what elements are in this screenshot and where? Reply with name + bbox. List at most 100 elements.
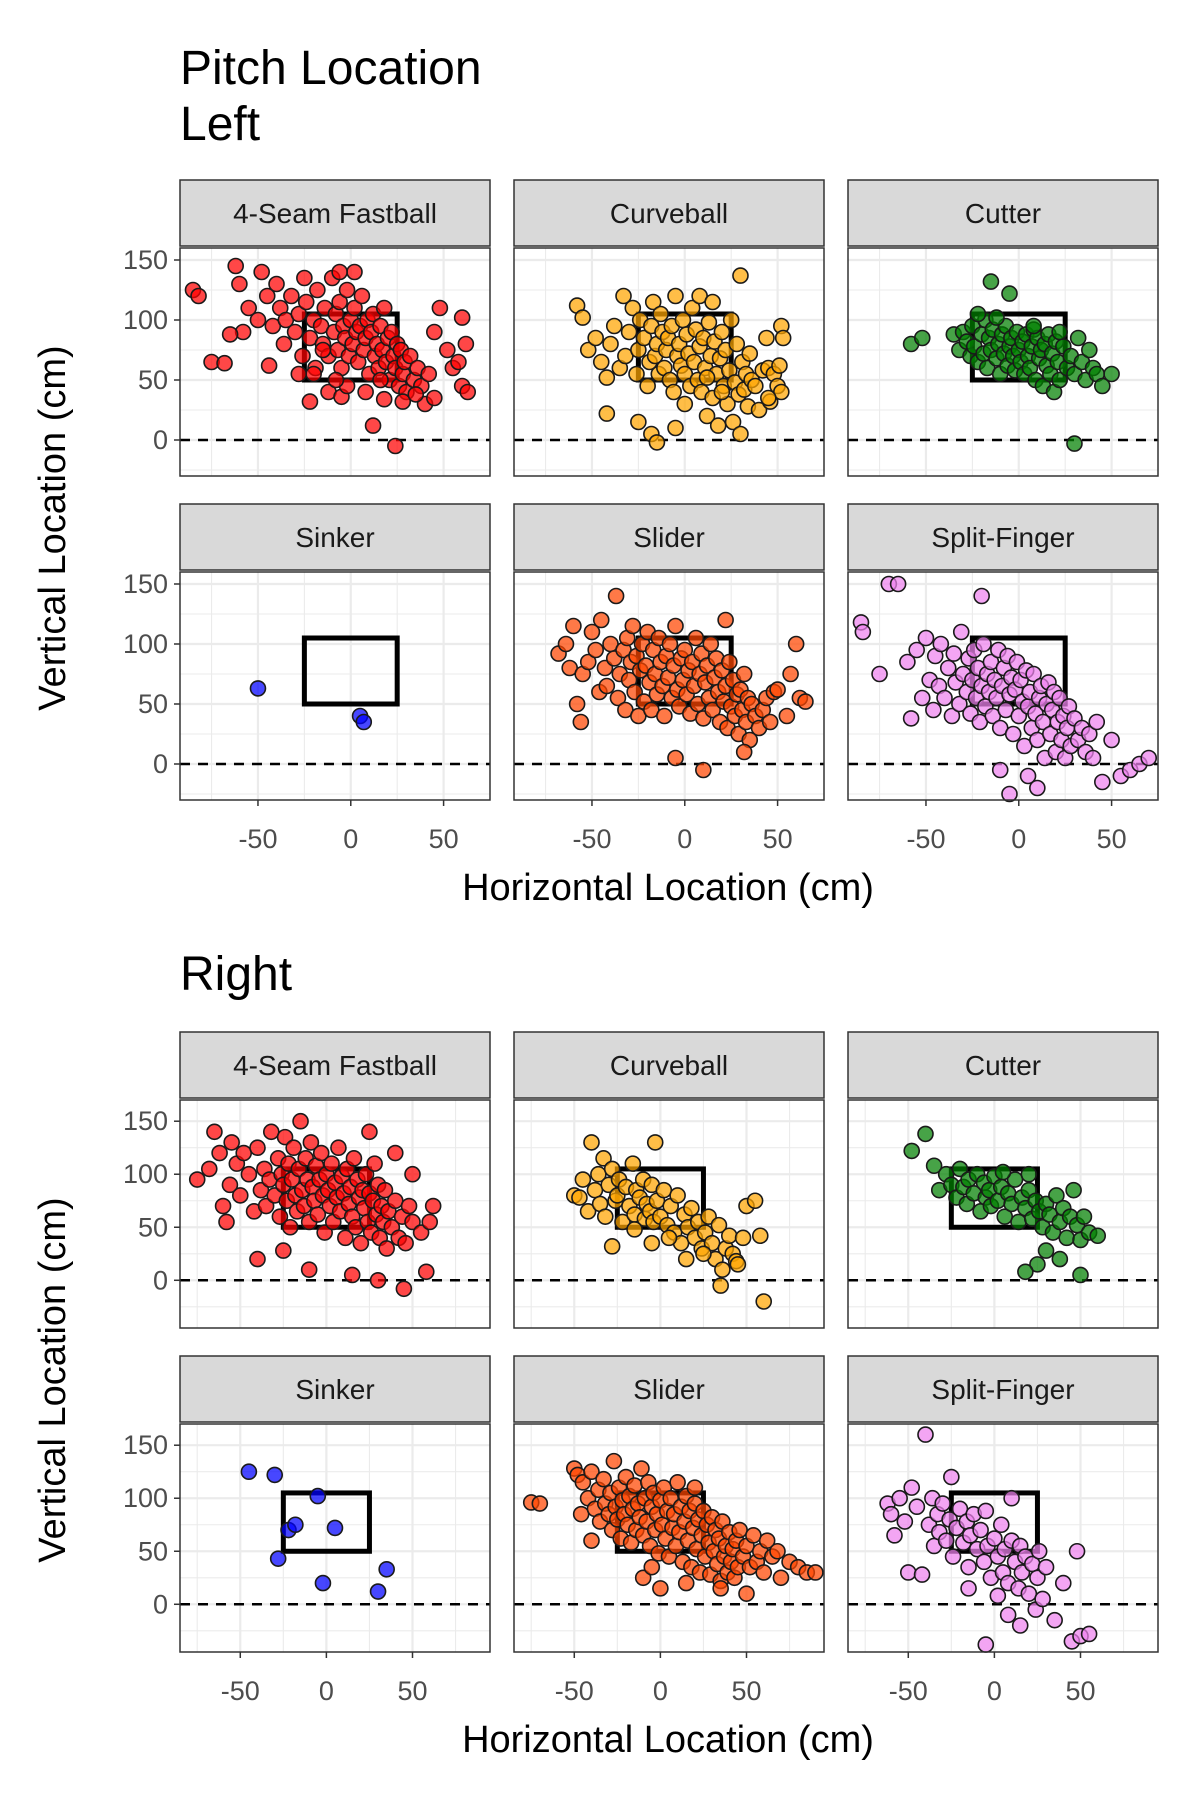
x-tick-label: -50 [572, 824, 611, 854]
pitch-point [357, 1165, 375, 1183]
pitch-point [266, 1466, 284, 1484]
pitch-point [249, 680, 267, 697]
pitch-point [738, 1585, 755, 1602]
pitch-point [951, 695, 968, 713]
pitch-point [375, 299, 393, 317]
pitch-point [903, 1142, 921, 1160]
pitch-point [565, 617, 582, 635]
pitch-point [1103, 731, 1120, 749]
pitch-point [297, 293, 315, 311]
pitch-point [973, 587, 990, 605]
facet-panel: Slider -50 0 50 [513, 1355, 825, 1706]
pitch-point [1088, 713, 1106, 731]
pitch-point [294, 347, 311, 365]
pitch-point [586, 1181, 604, 1199]
pitch-point [686, 1479, 704, 1496]
pitch-point [807, 1564, 824, 1581]
pitch-point [1046, 1611, 1063, 1629]
pitch-point [557, 635, 575, 653]
pitch-point [698, 369, 716, 386]
pitch-point [302, 1134, 320, 1151]
pitch-point [732, 425, 749, 443]
pitch-point [1029, 779, 1046, 797]
pitch-point [1010, 1213, 1027, 1231]
pitch-point [1001, 285, 1018, 302]
facet-panel: 4-Seam Fastball 0 50 100 150 [123, 179, 491, 477]
pitch-point [669, 1474, 686, 1491]
pitch-point [323, 1155, 340, 1172]
pitch-point [758, 329, 775, 347]
pitch-point [1089, 1227, 1107, 1245]
pitch-point [713, 323, 731, 341]
pitch-point [331, 263, 348, 281]
pitch-point [977, 1502, 995, 1520]
pitch-point [969, 305, 987, 323]
pitch-point [782, 665, 799, 683]
chart-block: Right 4-Seam Fastball 0 50 100 150 Curveball Cu… [32, 948, 1159, 1761]
pitch-point [712, 1580, 729, 1597]
pitch-point [626, 1477, 643, 1494]
pitch-point [262, 1123, 280, 1141]
pitch-point [1019, 767, 1037, 785]
pitch-point [218, 1213, 235, 1231]
pitch-point [704, 293, 721, 311]
pitch-point [286, 323, 304, 341]
facet-label: 4-Seam Fastball [233, 1050, 437, 1081]
pitch-point [854, 623, 872, 641]
pitch-point [665, 383, 682, 401]
pitch-point [290, 305, 308, 323]
pitch-point [667, 749, 684, 767]
facet-strip [513, 1355, 825, 1423]
pitch-point [939, 659, 957, 677]
pitch-point [695, 1245, 712, 1263]
pitch-point [574, 1474, 592, 1491]
pitch-point [992, 1516, 1010, 1534]
pitch-point [787, 635, 805, 653]
pitch-point [583, 1134, 600, 1151]
pitch-point [724, 413, 742, 431]
pitch-point [1075, 1208, 1093, 1225]
pitch-point [200, 1160, 218, 1178]
pitch-point [579, 1203, 597, 1220]
pitch-point [1072, 1266, 1089, 1284]
x-tick-label: 0 [319, 1676, 334, 1706]
pitch-point [330, 1139, 347, 1157]
x-tick-label: -50 [555, 1676, 594, 1706]
y-tick-label: 0 [153, 1589, 168, 1619]
pitch-point [343, 1266, 361, 1284]
pitch-point [221, 1176, 239, 1194]
pitch-point [1068, 1542, 1086, 1560]
x-tick-label: 50 [731, 1676, 761, 1706]
pitch-point [355, 713, 373, 731]
pitch-point [1011, 1617, 1029, 1634]
pitch-point [1030, 1542, 1048, 1560]
facet-panel: Split-Finger -50 0 50 [847, 1355, 1159, 1706]
pitch-point [596, 1208, 614, 1225]
pitch-point [260, 357, 278, 374]
pitch-point [903, 1479, 921, 1496]
pitch-point [1029, 1569, 1046, 1587]
pitch-point [943, 707, 961, 725]
pitch-point [1065, 1181, 1082, 1199]
facet-strip [179, 503, 491, 571]
pitch-point [378, 1560, 395, 1578]
pitch-point [598, 405, 616, 422]
pitch-point [952, 623, 970, 641]
x-axis-title: Horizontal Location (cm) [462, 867, 874, 909]
pitch-point [975, 1553, 993, 1571]
pitch-point [1004, 725, 1022, 743]
y-tick-label: 150 [123, 245, 168, 275]
pitch-point [404, 1213, 421, 1231]
pitch-point [387, 437, 404, 455]
pitch-point [745, 1527, 762, 1544]
pitch-point [607, 587, 625, 605]
x-tick-label: 0 [1011, 824, 1026, 854]
pitch-point [644, 293, 662, 311]
facet-strip [847, 503, 1159, 571]
pitch-point [1048, 1187, 1065, 1204]
y-tick-label: 150 [123, 1106, 168, 1136]
pitch-point [1080, 1625, 1098, 1643]
y-tick-label: 50 [138, 365, 168, 395]
pitch-point [871, 665, 888, 683]
